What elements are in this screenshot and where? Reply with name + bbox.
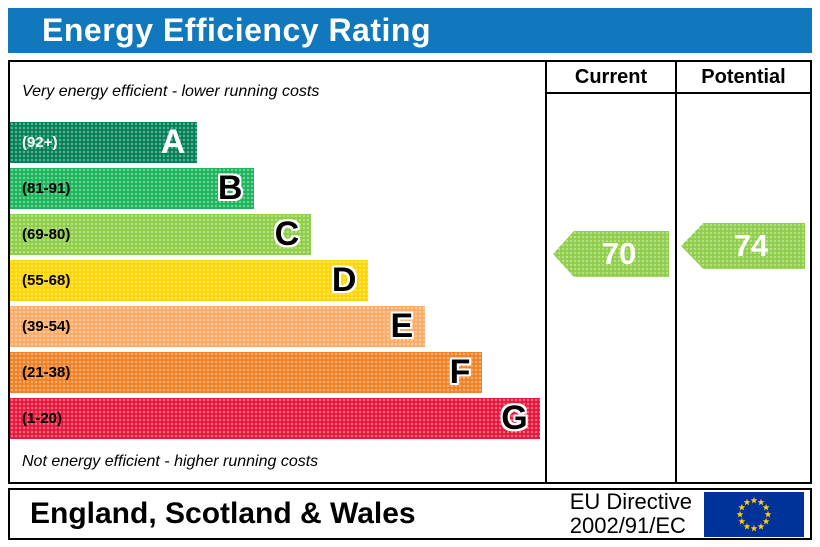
- band-b-bar: (81-91) B: [10, 168, 255, 209]
- eu-directive-label: EU Directive 2002/91/EC: [570, 490, 692, 538]
- band-e-row: (39-54) E: [10, 306, 545, 347]
- potential-rating-value: 74: [733, 228, 769, 263]
- potential-column-header: Potential: [677, 62, 810, 94]
- column-divider-current: [545, 62, 547, 482]
- band-e-bar: (39-54) E: [10, 306, 426, 347]
- top-note: Very energy efficient - lower running co…: [22, 83, 320, 100]
- band-range: (55-68): [22, 272, 71, 289]
- band-letter: A: [160, 123, 186, 161]
- eu-flag-icon: [704, 491, 804, 537]
- region-label: England, Scotland & Wales: [30, 497, 416, 530]
- eu-directive-line1: EU Directive: [569, 489, 692, 514]
- efficiency-scale: Very energy efficient - lower running co…: [10, 62, 545, 482]
- band-f-bar: (21-38) F: [10, 352, 483, 393]
- rating-table: Current Potential Very energy efficient …: [8, 60, 812, 484]
- band-range: (92+): [22, 134, 58, 151]
- band-b-row: (81-91) B: [10, 168, 545, 209]
- band-range: (81-91): [22, 180, 71, 197]
- band-d-row: (55-68) D: [10, 260, 545, 301]
- current-rating-value: 70: [601, 236, 637, 271]
- band-f-row: (21-38) F: [10, 352, 545, 393]
- current-rating-arrow: 70: [553, 231, 669, 277]
- potential-rating-arrow: 74: [681, 223, 805, 269]
- current-column-header: Current: [547, 62, 675, 94]
- band-c-row: (69-80) C: [10, 214, 545, 255]
- bottom-note: Not energy efficient - higher running co…: [22, 453, 319, 470]
- eu-directive-line2: 2002/91/EC: [569, 513, 686, 538]
- title-bar: Energy Efficiency Rating: [8, 8, 812, 53]
- band-range: (21-38): [22, 364, 71, 381]
- band-a-bar: (92+) A: [10, 122, 198, 163]
- band-letter: E: [390, 307, 414, 345]
- footer: England, Scotland & Wales EU Directive 2…: [8, 488, 812, 540]
- band-letter: G: [501, 399, 528, 437]
- band-c-bar: (69-80) C: [10, 214, 312, 255]
- band-range: (39-54): [22, 318, 71, 335]
- band-g-bar: (1-20) G: [10, 398, 540, 439]
- band-letter: B: [217, 169, 243, 207]
- band-g-row: (1-20) G: [10, 398, 545, 439]
- band-letter: F: [449, 353, 471, 391]
- page-title: Energy Efficiency Rating: [42, 12, 431, 48]
- band-range: (69-80): [22, 226, 71, 243]
- band-letter: D: [331, 261, 357, 299]
- column-divider-potential: [675, 62, 677, 482]
- band-a-row: (92+) A: [10, 122, 545, 163]
- band-d-bar: (55-68) D: [10, 260, 369, 301]
- band-letter: C: [274, 215, 300, 253]
- band-range: (1-20): [22, 410, 63, 427]
